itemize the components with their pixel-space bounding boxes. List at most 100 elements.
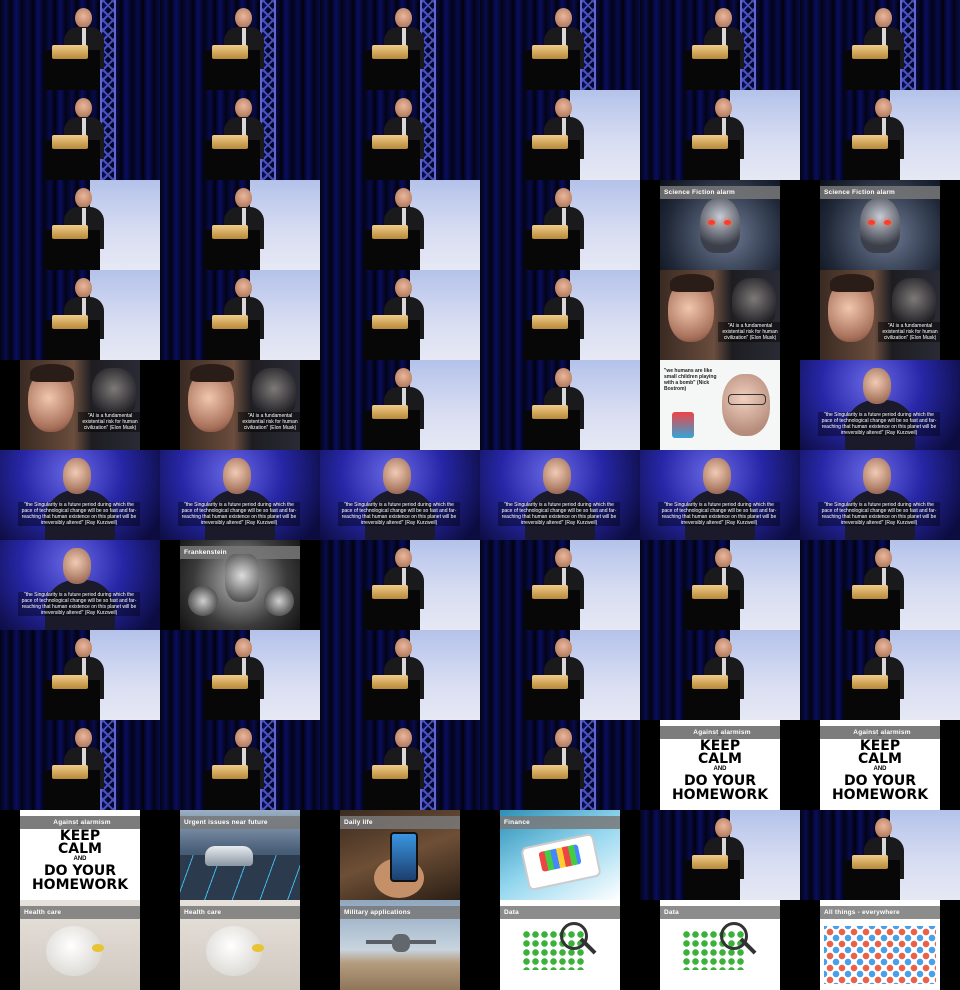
lanyard (402, 748, 406, 766)
iot-illustration: All things - everywhere (820, 900, 940, 990)
video-thumbnail (800, 540, 960, 630)
lanyard (402, 658, 406, 676)
speaker-head (395, 728, 412, 748)
lanyard (722, 568, 726, 586)
poster-line: DO YOUR HOMEWORK (831, 773, 929, 803)
video-thumbnail (320, 540, 480, 630)
stage-photo (160, 180, 320, 270)
stage-photo (320, 270, 480, 360)
robot-seal (46, 926, 102, 976)
lanyard (882, 118, 886, 136)
video-thumbnail: "AI is a fundamental existential risk fo… (800, 270, 960, 360)
laptop (852, 675, 888, 689)
laptop (532, 405, 568, 419)
musk-slide: "AI is a fundamental existential risk fo… (820, 270, 940, 360)
stage-photo (160, 270, 320, 360)
speaker-head (555, 278, 572, 298)
speaker-head (235, 98, 252, 118)
musk-slide: "AI is a fundamental existential risk fo… (20, 360, 140, 450)
video-thumbnail (640, 810, 800, 900)
video-thumbnail (160, 90, 320, 180)
laptop (372, 405, 408, 419)
lanyard (82, 298, 86, 316)
laptop (212, 45, 248, 59)
quote-text: "AI is a fundamental existential risk fo… (718, 322, 780, 342)
stage-photo (320, 180, 480, 270)
lanyard (402, 208, 406, 226)
video-thumbnail: All things - everywhere (800, 900, 960, 990)
stage-photo (480, 540, 640, 630)
lanyard (722, 118, 726, 136)
laptop (532, 765, 568, 779)
stage-photo (800, 810, 960, 900)
paro-robot-image: Health care (20, 900, 140, 990)
speaker-head (75, 278, 92, 298)
video-thumbnail (800, 90, 960, 180)
lanyard (242, 118, 246, 136)
laptop (692, 675, 728, 689)
bomb-illustration (672, 412, 694, 438)
portrait-face (63, 548, 91, 584)
video-thumbnail (480, 0, 640, 90)
slide-caption: Finance (500, 816, 620, 829)
video-thumbnail (480, 270, 640, 360)
video-thumbnail: "the Singularity is a future period duri… (160, 450, 320, 540)
speaker-head (75, 638, 92, 658)
quote-text: "the Singularity is a future period duri… (818, 412, 940, 436)
laptop (692, 45, 728, 59)
speaker-head (875, 548, 892, 568)
video-thumbnail (0, 90, 160, 180)
laptop (532, 675, 568, 689)
stage-photo (640, 810, 800, 900)
stage-photo (320, 720, 480, 810)
video-thumbnail (320, 90, 480, 180)
stage-photo (640, 0, 800, 90)
musk-slide: "AI is a fundamental existential risk fo… (180, 360, 300, 450)
robot-eye (868, 220, 875, 225)
kurzweil-slide: "the Singularity is a future period duri… (800, 450, 960, 540)
portrait-body (205, 490, 275, 540)
lanyard (562, 298, 566, 316)
stage-photo (0, 270, 160, 360)
portrait-face (863, 458, 891, 494)
stage-photo (160, 720, 320, 810)
video-thumbnail: "AI is a fundamental existential risk fo… (640, 270, 800, 360)
speaker-head (555, 98, 572, 118)
video-thumbnail (800, 810, 960, 900)
portrait-body (845, 490, 915, 540)
portrait-face (63, 458, 91, 494)
poster-line: AND (713, 766, 727, 772)
laptop (212, 765, 248, 779)
video-thumbnail: Military applications (320, 900, 480, 990)
laptop (52, 315, 88, 329)
video-thumbnail (0, 630, 160, 720)
video-thumbnail: "AI is a fundamental existential risk fo… (160, 360, 320, 450)
laptop (372, 315, 408, 329)
laptop (372, 675, 408, 689)
musk-slide: "AI is a fundamental existential risk fo… (660, 270, 780, 360)
laptop (212, 315, 248, 329)
speaker-head (715, 548, 732, 568)
speaker-head (875, 98, 892, 118)
video-thumbnail (320, 0, 480, 90)
glasses (728, 394, 766, 405)
video-thumbnail (0, 0, 160, 90)
video-thumbnail (480, 90, 640, 180)
lanyard (402, 568, 406, 586)
speaker-head (235, 8, 252, 28)
poster-line: AND (873, 766, 887, 772)
slide-caption: Daily life (340, 816, 460, 829)
stage-photo (480, 270, 640, 360)
quote-text: "the Singularity is a future period duri… (498, 502, 620, 526)
video-thumbnail (320, 720, 480, 810)
slide-caption: Against alarmism (820, 726, 940, 739)
speaker-head (75, 8, 92, 28)
video-thumbnail (0, 720, 160, 810)
portrait-face (722, 374, 770, 436)
stage-photo (0, 180, 160, 270)
speaker-head (875, 638, 892, 658)
speaker-head (395, 368, 412, 388)
